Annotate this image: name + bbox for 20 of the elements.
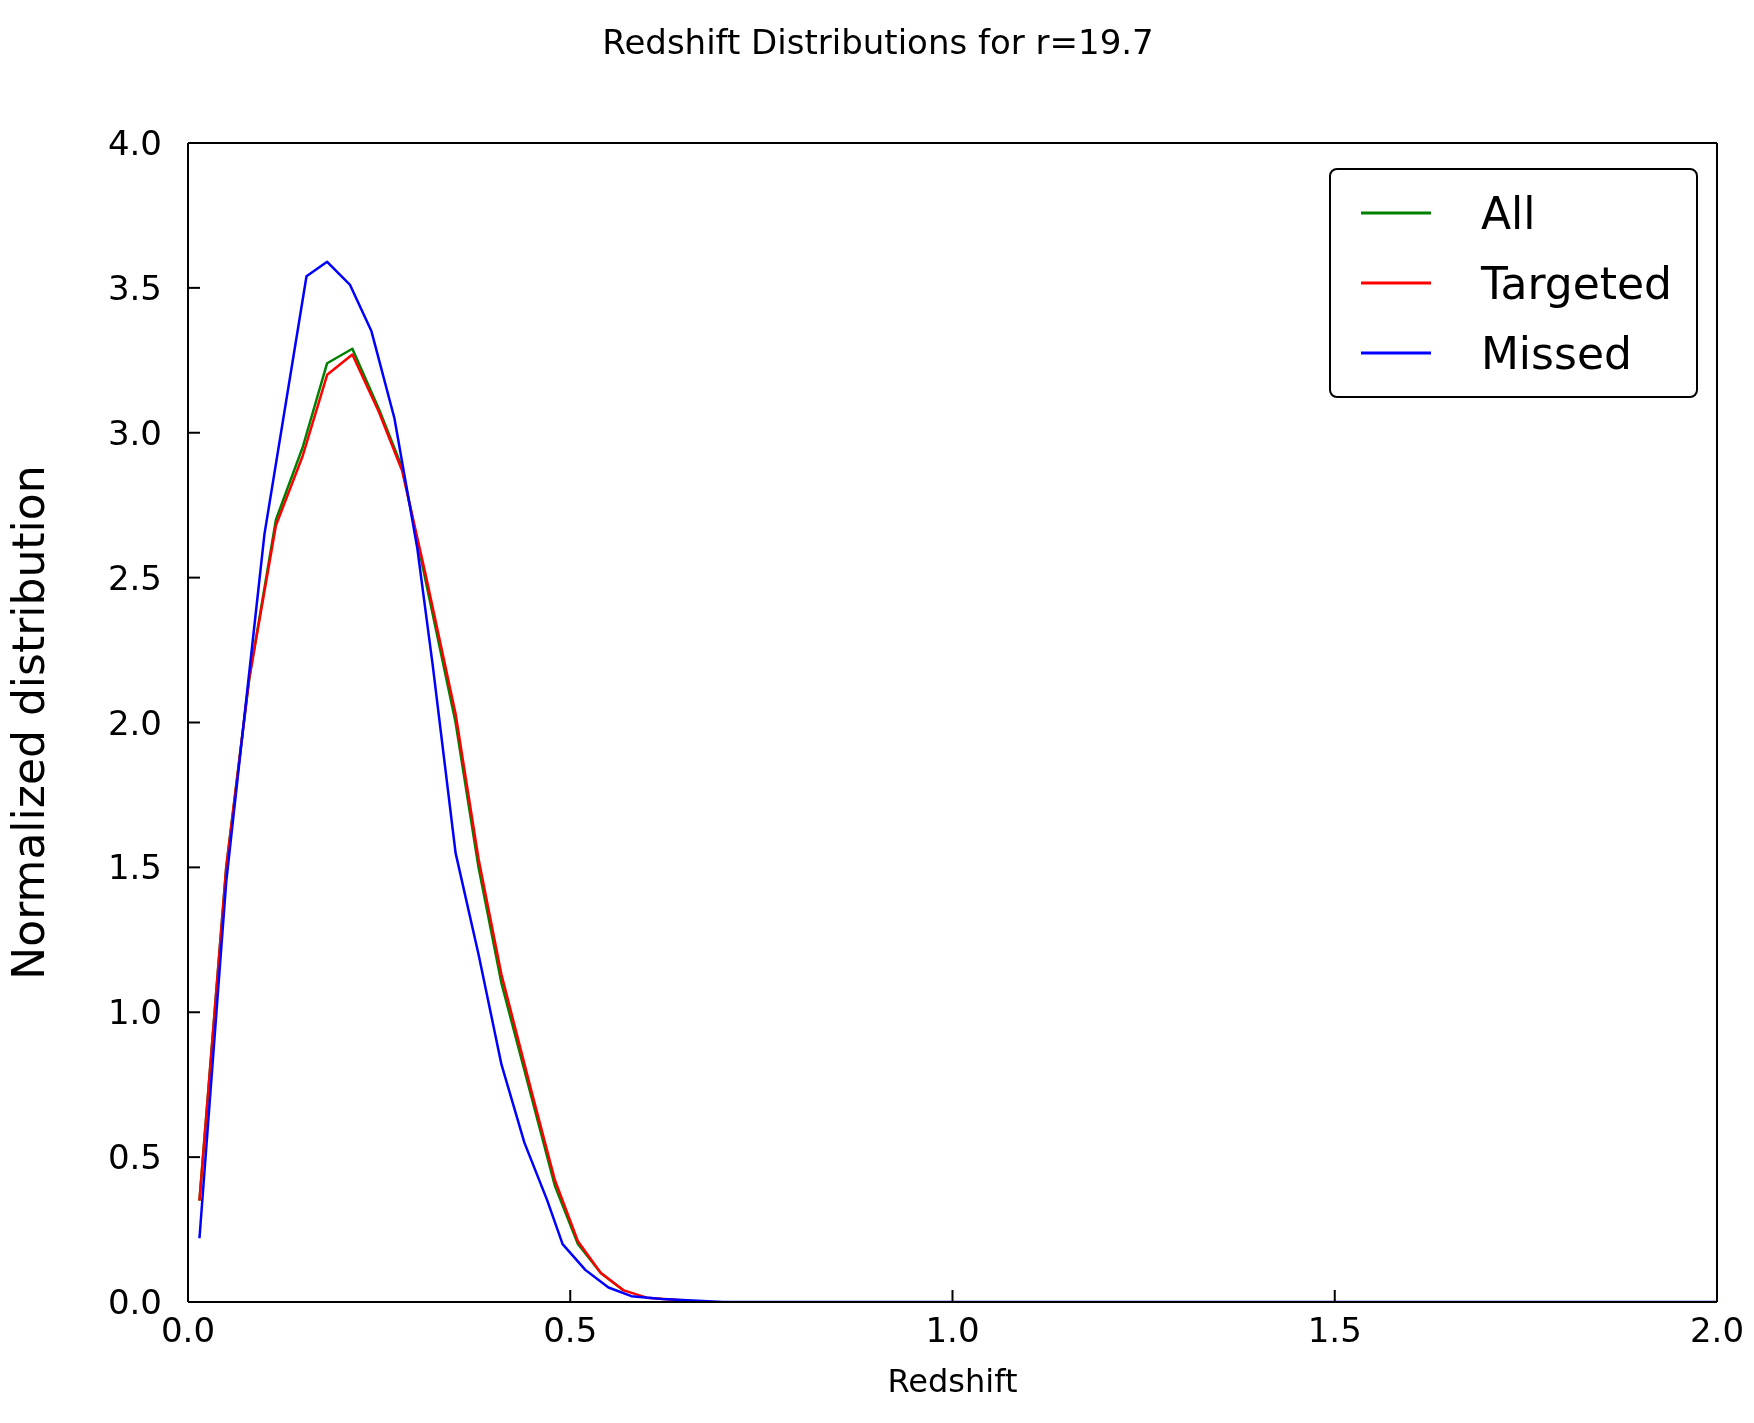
legend-label: All <box>1480 187 1536 239</box>
y-tick-label: 3.0 <box>107 412 162 453</box>
x-tick-label: 0.5 <box>543 1310 598 1351</box>
y-tick-label: 3.5 <box>107 267 162 308</box>
y-tick-label: 2.5 <box>107 557 162 598</box>
chart-title: Redshift Distributions for r=19.7 <box>601 21 1155 64</box>
y-tick-label: 1.0 <box>107 992 162 1033</box>
y-tick-label: 2.0 <box>107 702 162 743</box>
x-tick-label: 1.5 <box>1307 1310 1362 1351</box>
y-tick-label: 0.5 <box>107 1137 162 1178</box>
y-tick-label: 0.0 <box>107 1282 162 1323</box>
y-tick-label: 4.0 <box>107 123 162 164</box>
x-tick-label: 2.0 <box>1689 1310 1745 1351</box>
y-tick-label: 1.5 <box>107 847 162 888</box>
x-axis-title: Redshift <box>887 1362 1018 1400</box>
x-tick-label: 1.0 <box>925 1310 980 1351</box>
y-axis-title: Normalized distribution <box>2 465 54 980</box>
legend-label: Missed <box>1480 327 1632 379</box>
x-tick-label: 0.0 <box>160 1310 216 1351</box>
legend-label: Targeted <box>1480 257 1672 309</box>
